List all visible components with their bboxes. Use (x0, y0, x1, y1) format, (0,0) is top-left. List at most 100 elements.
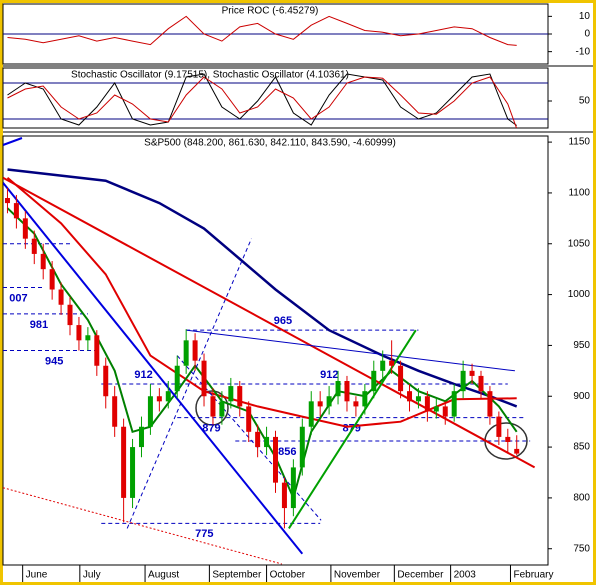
y-tick-label: -10 (576, 46, 591, 57)
x-tick-label: September (212, 570, 262, 581)
candle-body (13, 203, 19, 219)
overlay-line (176, 355, 322, 521)
candle-body (58, 289, 64, 305)
x-tick-label: 2003 (454, 570, 477, 581)
candle-body (407, 391, 413, 402)
candle-body (192, 340, 198, 361)
overlay-line (3, 176, 536, 469)
x-tick-label: December (397, 570, 444, 581)
overlay-line (126, 238, 252, 529)
candle-body (469, 370, 475, 376)
candle-body (165, 391, 171, 402)
background (3, 3, 593, 582)
candle-body (4, 198, 10, 204)
candle-body (255, 431, 261, 448)
series-line (7, 15, 517, 46)
y-tick-label: 10 (579, 11, 591, 22)
roc-plot (3, 15, 548, 46)
candle-body (371, 370, 377, 392)
y-tick-label: 800 (573, 493, 590, 504)
candle-body (299, 426, 305, 468)
y-tick-label: 850 (573, 442, 590, 453)
candle-body (22, 218, 28, 239)
candle-body (76, 325, 82, 341)
candle-body (174, 365, 180, 392)
x-tick-label: June (26, 570, 48, 581)
level-label: 007 (9, 292, 27, 304)
candle-body (130, 447, 136, 498)
candle-body (451, 391, 457, 417)
series-line (7, 73, 517, 126)
candle-body (290, 467, 296, 509)
candle-body (121, 426, 127, 498)
y-tick-label: 1050 (568, 238, 591, 249)
candle-body (103, 365, 109, 397)
panel-title: Stochastic Oscillator (9.17515), Stochas… (71, 70, 349, 81)
candle-body (183, 340, 189, 366)
candle-body (505, 436, 511, 442)
level-label: 775 (195, 528, 213, 540)
candle-body (264, 436, 270, 448)
stoch-plot (3, 73, 548, 128)
panel-title: Price ROC (-6.45279) (222, 6, 319, 17)
x-tick-label: November (334, 570, 381, 581)
y-tick-label: 1000 (568, 289, 591, 300)
candle-body (49, 269, 55, 290)
candle-body (496, 416, 502, 437)
y-tick-label: 750 (573, 543, 590, 554)
candle-body (380, 360, 386, 371)
candle-body (317, 401, 323, 407)
highlight-circle (195, 390, 229, 426)
candle-body (31, 238, 37, 254)
candle-body (94, 335, 100, 366)
y-tick-label: 1100 (568, 188, 590, 199)
candle-body (201, 360, 207, 397)
candle-body (273, 436, 278, 483)
x-tick-label: July (83, 570, 101, 581)
trend-stub (3, 137, 23, 146)
candle-body (442, 406, 448, 417)
candle-body (281, 482, 287, 509)
axes: -10010507508008509009501000105011001150J… (22, 11, 591, 582)
candle-body (228, 386, 234, 402)
x-tick-label: October (270, 570, 306, 581)
x-tick-label: February (513, 570, 553, 581)
candle-body (415, 396, 421, 402)
candle-body (424, 396, 430, 412)
candle-body (344, 380, 350, 402)
candle-body (147, 396, 153, 427)
candle-body (487, 391, 493, 417)
overlay-line (7, 168, 518, 408)
panel-title: S&P500 (848.200, 861.630, 842.110, 843.5… (144, 138, 396, 149)
level-label: 912 (320, 369, 338, 381)
candle-body (389, 360, 395, 366)
level-label: 912 (134, 369, 152, 381)
candle-body (353, 401, 359, 407)
series-line (7, 76, 518, 128)
overlay-line (288, 329, 417, 529)
candle-body (362, 391, 368, 407)
candle-body (246, 406, 252, 432)
candle-body (85, 335, 91, 341)
y-tick-label: 950 (573, 340, 590, 351)
candle-body (138, 426, 144, 448)
level-label: 945 (45, 355, 63, 367)
x-tick-label: August (148, 570, 179, 581)
overlay-line (186, 329, 515, 372)
candle-body (237, 386, 243, 407)
candle-body (326, 396, 332, 407)
level-label: 879 (202, 423, 220, 435)
candle-body (478, 375, 484, 392)
candle-body (514, 448, 520, 454)
y-tick-label: 50 (579, 96, 591, 107)
panel-frame (2, 67, 549, 129)
y-tick-label: 900 (573, 391, 590, 402)
candle-body (460, 370, 466, 392)
candle-body (398, 365, 404, 392)
candle-body (308, 401, 314, 427)
y-tick-label: 1150 (568, 137, 590, 148)
level-label: 965 (274, 315, 292, 327)
